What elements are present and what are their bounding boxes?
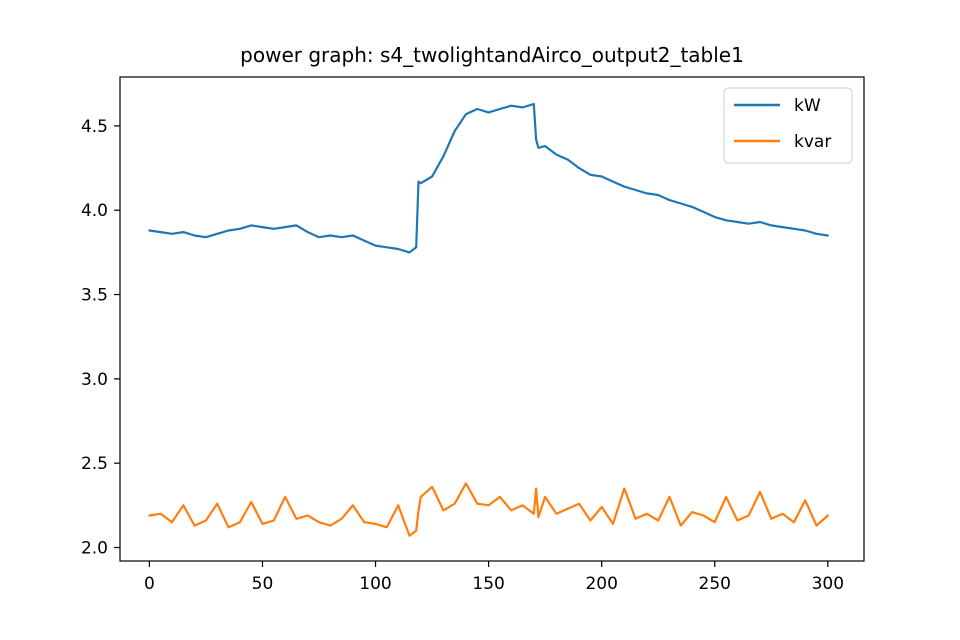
legend-label-kvar: kvar [794,132,831,152]
legend-box [723,87,853,164]
y-tick-label: 2.5 [81,454,108,474]
y-tick-label: 3.5 [81,286,108,306]
legend: kW kvar [723,87,853,164]
x-tick-label: 100 [359,574,391,594]
x-tick-label: 0 [144,574,155,594]
y-tick-label: 4.5 [81,117,108,137]
x-tick-label: 200 [585,574,617,594]
plot-frame [119,76,865,562]
x-tick-label: 150 [472,574,504,594]
x-axis: 0 50 100 150 200 250 300 [144,561,844,594]
x-tick-label: 50 [252,574,274,594]
series-layer [148,102,829,537]
x-tick-label: 300 [812,574,844,594]
series-line-kvar [148,482,829,537]
series-line-kw [148,102,829,254]
y-tick-label: 2.0 [81,539,108,559]
y-axis: 2.0 2.5 3.0 3.5 4.0 4.5 [81,117,120,559]
y-tick-label: 3.0 [81,370,108,390]
y-tick-label: 4.0 [81,201,108,221]
plot-area [119,76,865,562]
x-tick-label: 250 [699,574,731,594]
legend-label-kw: kW [794,96,821,116]
chart-title: power graph: s4_twolightandAirco_output2… [240,43,744,67]
